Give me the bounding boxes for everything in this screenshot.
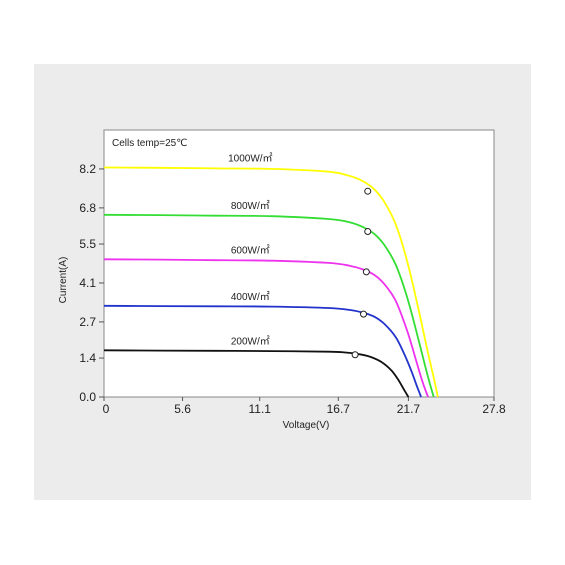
series-label-3: 600W/㎡ — [231, 244, 270, 256]
series-line-1 — [103, 166, 439, 398]
y-tick-label: 5.5 — [79, 237, 96, 251]
y-tick-label: 4.1 — [79, 276, 96, 290]
mpp-marker-5 — [351, 351, 359, 359]
series-line-5 — [103, 349, 410, 398]
mpp-marker-3 — [362, 268, 370, 276]
y-tick-label: 1.4 — [79, 351, 96, 365]
series-labels-layer: 1000W/㎡ 800W/㎡ 600W/㎡ 400W/㎡ 200W/㎡ — [228, 153, 272, 348]
x-axis-ticks: 0 5.6 11.1 16.7 21.7 27.8 — [103, 397, 506, 416]
x-axis-label: Voltage(V) — [283, 420, 330, 431]
y-tick-label: 0.0 — [79, 390, 96, 404]
x-tick-label: 21.7 — [397, 402, 421, 416]
series-label-4: 400W/㎡ — [231, 291, 270, 303]
y-tick-label: 6.8 — [79, 201, 96, 215]
series-label-1: 1000W/㎡ — [228, 153, 272, 165]
x-tick-label: 5.6 — [174, 402, 191, 416]
x-tick-label: 27.8 — [482, 402, 506, 416]
y-axis-ticks: 0.0 1.4 2.7 4.1 5.5 6.8 8.2 — [79, 162, 104, 404]
x-tick-label: 16.7 — [327, 402, 351, 416]
plot-area — [103, 129, 495, 398]
series-label-2: 800W/㎡ — [231, 200, 270, 212]
mpp-marker-1 — [364, 187, 372, 195]
y-axis-label: Current(A) — [58, 257, 69, 304]
chart-title: Cells temp=25℃ — [112, 138, 187, 149]
mpp-marker-4 — [360, 310, 368, 318]
x-tick-label: 0 — [103, 402, 110, 416]
series-label-5: 200W/㎡ — [231, 335, 270, 347]
series-line-4 — [103, 304, 422, 398]
y-tick-label: 2.7 — [79, 315, 96, 329]
x-tick-label: 11.1 — [248, 402, 271, 416]
mpp-marker-2 — [364, 228, 372, 236]
mpp-markers-layer — [351, 187, 372, 359]
y-tick-label: 8.2 — [79, 162, 96, 176]
